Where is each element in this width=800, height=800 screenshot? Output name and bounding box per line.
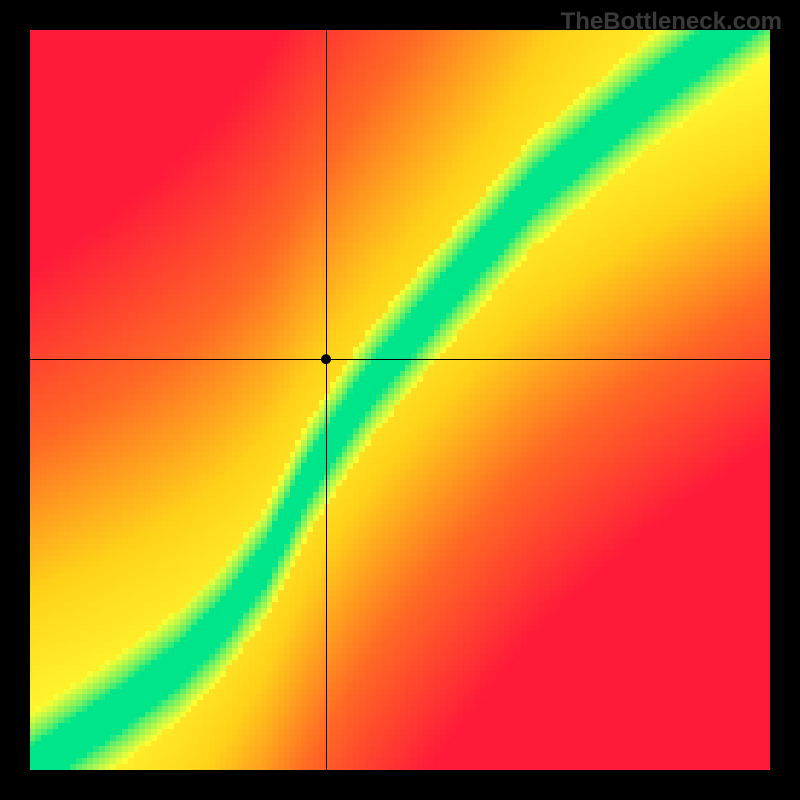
chart-container: TheBottleneck.com (0, 0, 800, 800)
crosshair-overlay (30, 30, 770, 770)
watermark-text: TheBottleneck.com (561, 8, 782, 36)
